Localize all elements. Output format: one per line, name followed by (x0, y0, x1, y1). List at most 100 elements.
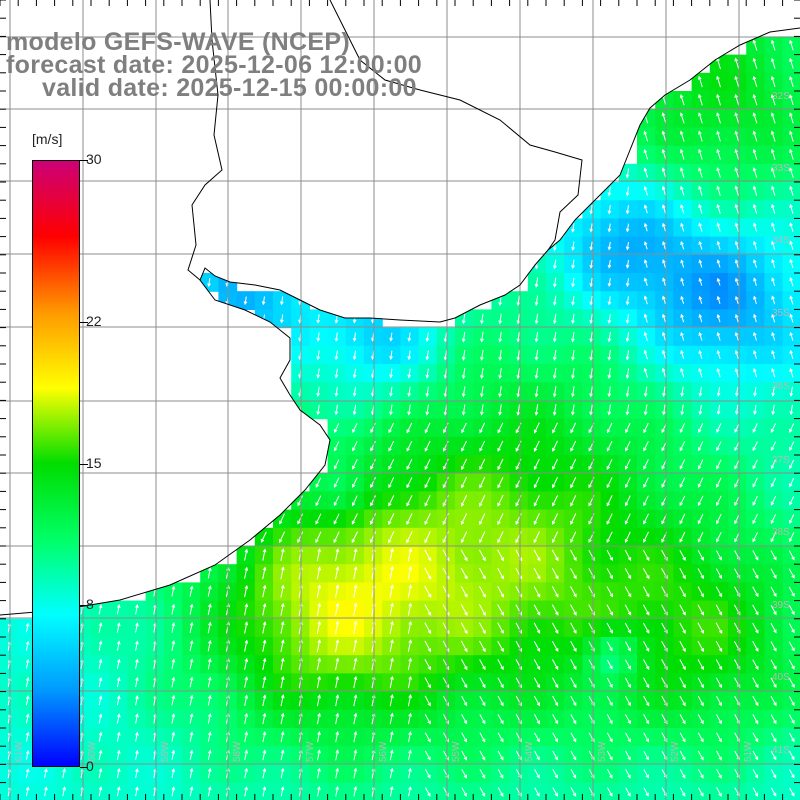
colorbar-tick-mark (80, 767, 88, 768)
wind-arrow-head (281, 566, 285, 571)
wind-arrow-head (734, 75, 738, 80)
wind-arrow-head (734, 130, 739, 135)
wind-arrow-shaft (697, 695, 704, 706)
wind-arrow-head (627, 720, 631, 725)
wind-arrow-head (772, 774, 777, 779)
wind-arrow-head (518, 738, 522, 743)
wind-arrow-shaft (315, 477, 322, 488)
wind-arrow-head (498, 338, 502, 343)
wind-arrow-shaft (517, 313, 520, 324)
wind-arrow-head (425, 411, 430, 416)
wind-arrow-shaft (424, 769, 431, 778)
wind-arrow-shaft (481, 349, 484, 360)
wind-arrow-head (734, 295, 739, 300)
wind-arrow-head (116, 658, 121, 663)
wind-arrow-head (25, 750, 30, 754)
wind-arrow-head (135, 713, 139, 718)
wind-arrow-head (552, 484, 556, 489)
wind-arrow-head (772, 756, 777, 761)
wind-arrow-shaft (606, 458, 613, 470)
wind-arrow-shaft (625, 513, 631, 524)
wind-arrow-head (390, 712, 394, 717)
wind-arrow-shaft (679, 604, 686, 615)
wind-arrow-head (334, 319, 339, 324)
wind-arrow-shaft (770, 423, 777, 433)
wind-arrow-shaft (771, 149, 776, 160)
wind-arrow-head (588, 484, 592, 489)
wind-arrow-shaft (424, 440, 431, 452)
wind-arrow-shaft (698, 113, 703, 124)
wind-arrow-head (353, 785, 358, 790)
wind-arrow-head (698, 222, 702, 227)
wind-arrow-shaft (698, 423, 704, 433)
wind-arrow-shaft (280, 549, 284, 562)
wind-arrow-shaft (788, 677, 795, 688)
wind-arrow-head (335, 584, 340, 589)
wind-arrow-head (555, 611, 559, 616)
wind-arrow-shaft (735, 260, 739, 268)
wind-arrow-shaft (426, 368, 429, 378)
wind-arrow-head (645, 792, 649, 797)
wind-arrow-head (498, 375, 502, 380)
wind-arrow-shaft (753, 186, 758, 196)
wind-arrow-shaft (624, 677, 631, 688)
wind-arrow-shaft (590, 241, 593, 250)
wind-arrow-shaft (771, 332, 776, 341)
wind-arrow-head (497, 466, 501, 471)
wind-arrow-shaft (552, 769, 558, 778)
wind-arrow-shaft (551, 622, 559, 634)
wind-arrow-head (698, 367, 702, 372)
wind-arrow-shaft (171, 641, 175, 652)
wind-arrow-shaft (262, 640, 266, 652)
wind-arrow-head (698, 93, 702, 98)
wind-arrow-shaft (717, 404, 721, 415)
wind-arrow-head (625, 301, 630, 306)
wind-arrow-head (789, 313, 793, 318)
wind-arrow-head (789, 185, 793, 190)
wind-arrow-shaft (752, 423, 758, 433)
wind-arrow-shaft (679, 513, 686, 524)
wind-arrow-head (443, 374, 448, 379)
wind-arrow-head (44, 786, 48, 791)
wind-arrow-shaft (281, 314, 284, 323)
wind-arrow-shaft (752, 695, 759, 706)
wind-arrow-shaft (554, 241, 557, 251)
wind-arrow-head (624, 538, 629, 543)
wind-arrow-head (718, 556, 722, 561)
wind-arrow-head (424, 502, 428, 507)
wind-arrow-shaft (533, 640, 541, 652)
wind-arrow-shaft (334, 459, 340, 469)
wind-arrow-head (624, 502, 629, 507)
wind-arrow-shaft (25, 787, 29, 797)
wind-arrow-shaft (606, 677, 613, 688)
wind-arrow-shaft (625, 769, 631, 778)
wind-arrow-shaft (244, 768, 248, 779)
wind-arrow-head (390, 730, 394, 736)
wind-arrow-head (533, 429, 538, 434)
wind-arrow-shaft (316, 585, 321, 598)
wind-arrow-shaft (478, 549, 486, 561)
wind-arrow-shaft (697, 677, 704, 688)
wind-arrow-head (680, 241, 684, 246)
wind-arrow-head (461, 356, 466, 361)
wind-arrow-shaft (753, 113, 758, 124)
wind-arrow-shaft (553, 368, 557, 379)
wind-arrow-shaft (497, 714, 504, 724)
wind-arrow-shaft (607, 422, 613, 433)
wind-arrow-head (226, 639, 230, 644)
wind-arrow-shaft (590, 404, 593, 415)
wind-arrow-head (463, 774, 467, 779)
wind-arrow-shaft (408, 732, 411, 743)
wind-arrow-head (533, 502, 538, 507)
wind-arrow-head (534, 320, 539, 325)
wind-arrow-head (554, 774, 558, 779)
wind-arrow-shaft (551, 549, 559, 561)
wind-arrow-head (406, 465, 410, 470)
wind-arrow-head (591, 756, 595, 761)
wind-arrow-head (552, 447, 556, 452)
wind-arrow-shaft (570, 513, 577, 525)
wind-arrow-head (461, 447, 465, 452)
wind-arrow-shaft (789, 477, 795, 487)
wind-arrow-shaft (424, 458, 431, 470)
wind-arrow-shaft (497, 732, 504, 742)
